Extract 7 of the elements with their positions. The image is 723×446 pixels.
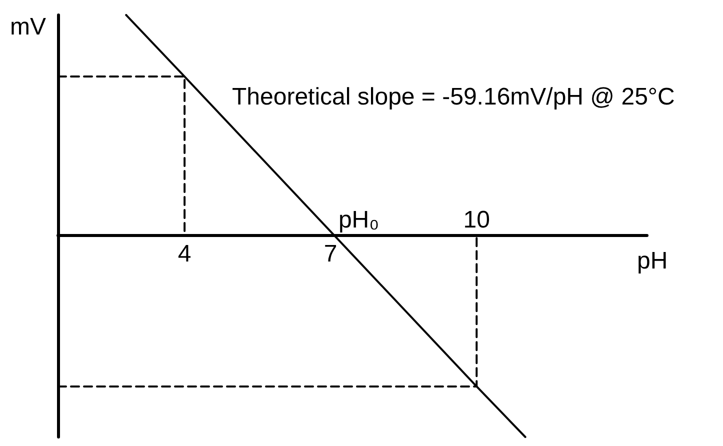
x-tick-label: 4 (178, 240, 192, 268)
annotation: pH₀ (338, 206, 380, 234)
y-axis-title: mV (10, 14, 46, 40)
annotation: 10 (463, 206, 490, 234)
x-tick-label: 7 (324, 240, 338, 268)
x-axis-title: pH (637, 247, 668, 274)
annotation: Theoretical slope = -59.16mV/pH @ 25°C (232, 84, 675, 110)
